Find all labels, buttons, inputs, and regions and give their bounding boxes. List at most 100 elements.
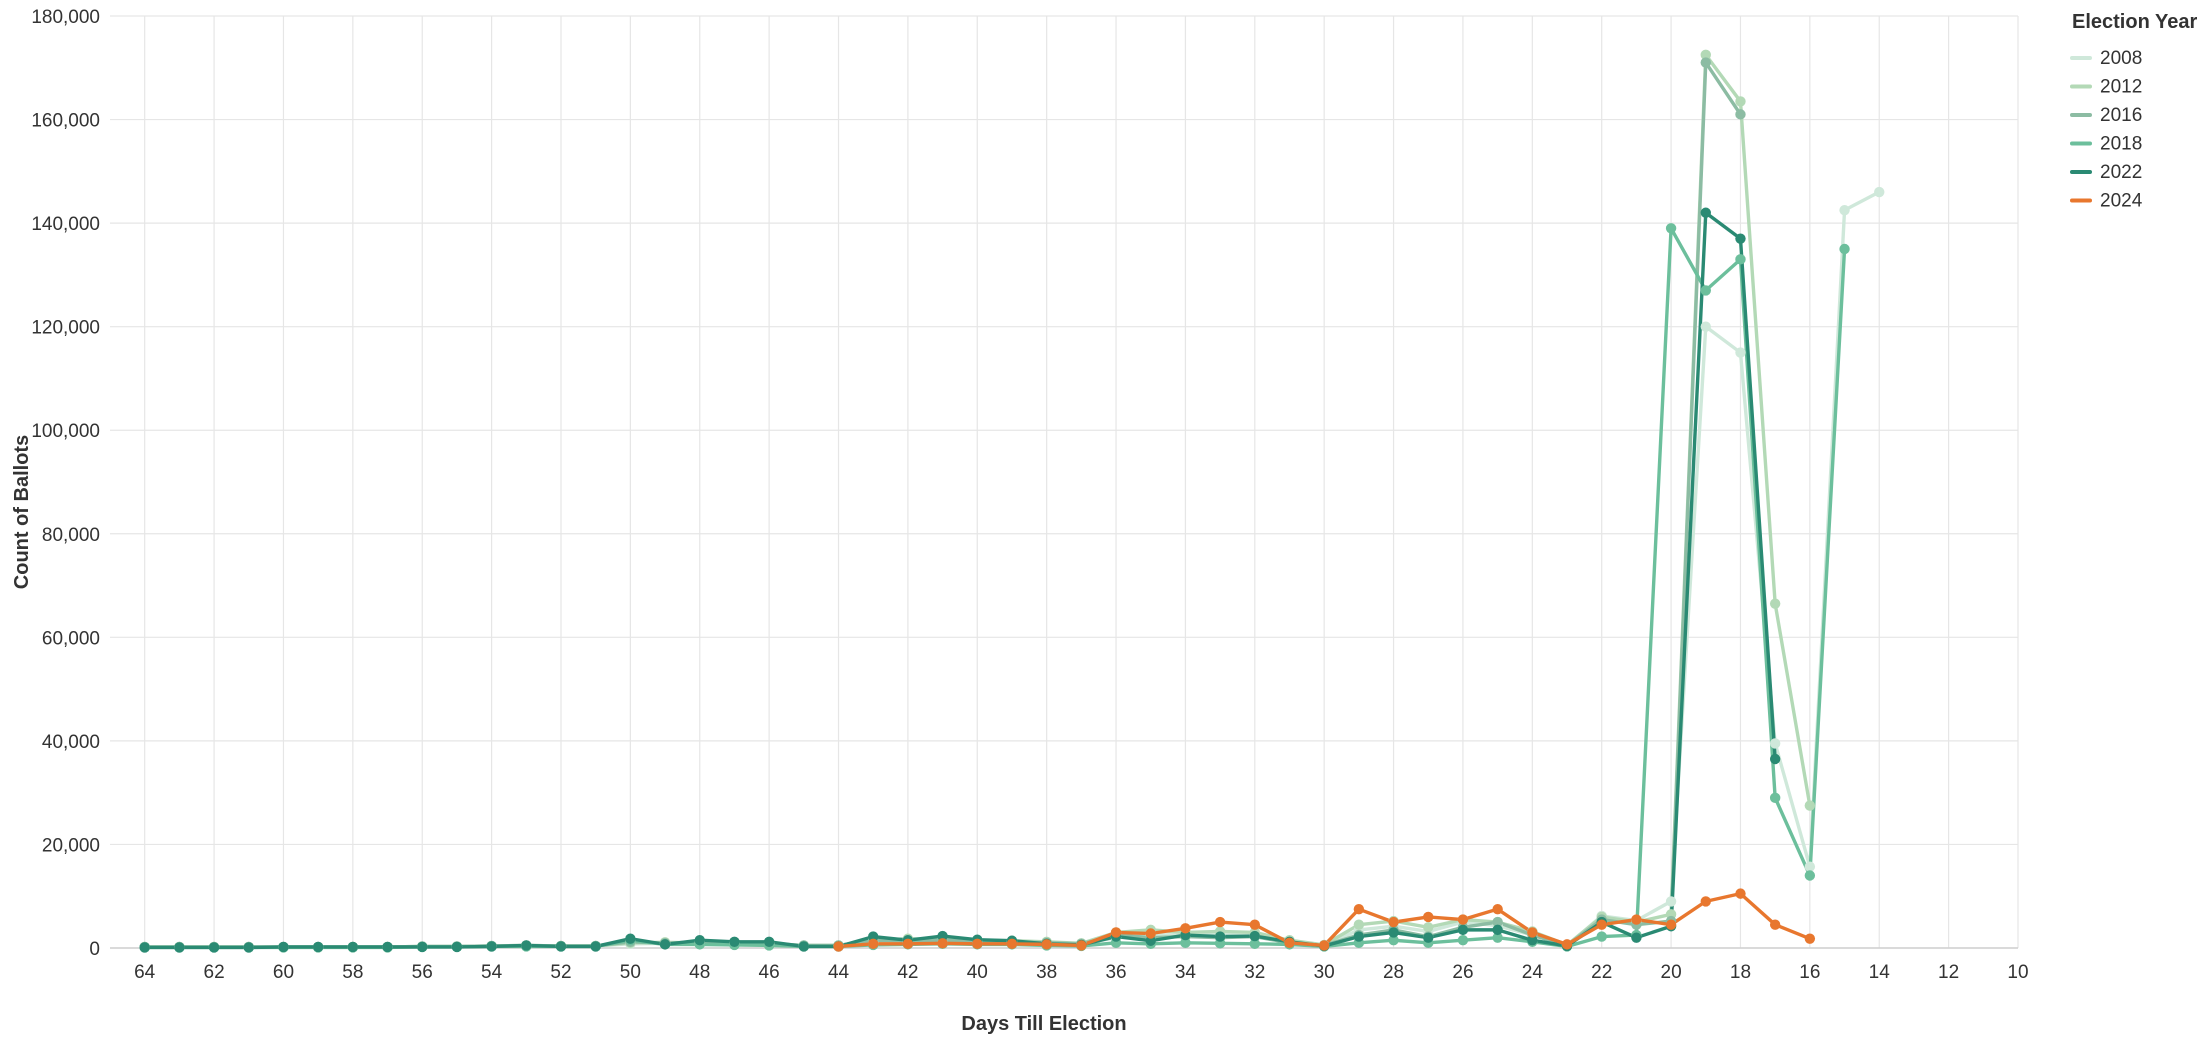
x-tick-label: 56 <box>412 962 433 983</box>
data-point-2022 <box>1423 932 1434 943</box>
data-point-2024 <box>1735 888 1746 899</box>
x-tick-label: 22 <box>1591 962 1612 983</box>
data-point-2012 <box>1353 919 1365 930</box>
series-line-2008 <box>142 190 1881 949</box>
data-point-2024 <box>972 938 983 950</box>
x-tick-label: 40 <box>967 962 988 983</box>
y-tick-label: 0 <box>89 939 100 960</box>
data-point-2022 <box>417 941 428 953</box>
data-point-2022 <box>382 941 393 953</box>
x-tick-label: 64 <box>134 962 156 983</box>
x-tick-label: 18 <box>1730 962 1751 983</box>
data-point-2022 <box>174 942 185 953</box>
x-tick-label: 46 <box>759 962 780 983</box>
data-point-2022 <box>798 941 810 952</box>
data-point-2018 <box>1665 223 1677 234</box>
data-point-2008 <box>1874 186 1885 198</box>
x-tick-label: 26 <box>1452 962 1473 983</box>
data-point-2016 <box>1735 109 1746 120</box>
x-tick-label: 12 <box>1938 962 1959 983</box>
data-point-2024 <box>1145 928 1156 939</box>
data-point-2024 <box>1041 939 1052 950</box>
data-point-2016 <box>1700 57 1711 68</box>
series-line-2022 <box>142 211 1777 950</box>
legend-label-2022: 2022 <box>2100 162 2142 183</box>
x-tick-label: 60 <box>273 962 294 983</box>
data-point-2022 <box>868 931 879 942</box>
data-point-2012 <box>1700 49 1711 61</box>
data-point-2024 <box>1665 919 1677 930</box>
data-point-2022 <box>243 942 254 953</box>
x-tick-label: 36 <box>1105 962 1126 983</box>
data-point-2024 <box>1110 927 1122 938</box>
legend-label-2016: 2016 <box>2100 105 2142 126</box>
x-axis-title: Days Till Election <box>961 1013 1126 1035</box>
data-point-2022 <box>694 935 705 946</box>
data-point-2012 <box>1735 96 1746 107</box>
x-tick-label: 38 <box>1036 962 1057 983</box>
data-point-2012 <box>1804 800 1816 811</box>
legend-title: Election Year <box>2072 11 2197 33</box>
data-point-2024 <box>1214 916 1226 928</box>
data-point-2024 <box>1284 937 1295 949</box>
data-point-2018 <box>1249 938 1261 950</box>
data-point-2024 <box>937 938 948 949</box>
data-point-2022 <box>1769 753 1781 765</box>
x-tick-label: 62 <box>204 962 225 983</box>
data-point-2024 <box>868 938 879 950</box>
data-point-2024 <box>1006 938 1018 950</box>
y-tick-label: 160,000 <box>31 111 100 132</box>
y-tick-label: 80,000 <box>42 525 100 546</box>
data-point-2012 <box>1423 922 1434 933</box>
data-point-2008 <box>1665 896 1677 907</box>
data-point-2022 <box>486 941 497 952</box>
legend: Election Year 2008 2012 2016 2018 2022 2024 <box>2070 11 2197 212</box>
data-point-2024 <box>1076 940 1087 951</box>
series-points <box>139 49 1885 953</box>
x-tick-label: 54 <box>481 962 503 983</box>
data-point-2024 <box>833 941 844 952</box>
data-point-2022 <box>1214 931 1226 942</box>
data-point-2016 <box>1492 916 1503 928</box>
series-lines <box>142 53 1881 950</box>
x-tick-label: 30 <box>1314 962 1335 983</box>
data-point-2018 <box>1839 243 1850 255</box>
data-point-2024 <box>1561 939 1573 950</box>
data-point-2022 <box>1631 932 1642 943</box>
data-point-2018 <box>1804 870 1816 881</box>
data-point-2024 <box>1457 914 1469 925</box>
data-point-2022 <box>521 940 532 951</box>
data-point-2018 <box>1492 932 1503 943</box>
data-point-2018 <box>1388 935 1399 946</box>
data-point-2022 <box>590 941 601 952</box>
x-tick-label: 28 <box>1383 962 1404 983</box>
data-point-2022 <box>555 941 567 952</box>
data-point-2024 <box>1700 896 1711 907</box>
data-point-2022 <box>139 942 150 953</box>
data-point-2008 <box>1839 204 1850 216</box>
data-point-2022 <box>1700 207 1711 218</box>
data-point-2022 <box>1388 927 1399 938</box>
data-point-2024 <box>1804 933 1816 944</box>
data-point-2008 <box>1700 321 1711 332</box>
data-point-2012 <box>1769 598 1781 609</box>
series-line-2018 <box>142 226 1847 950</box>
x-tick-label: 42 <box>897 962 918 983</box>
data-point-2024 <box>1388 916 1399 928</box>
data-point-2018 <box>1700 285 1711 296</box>
data-point-2018 <box>1596 931 1607 942</box>
x-tick-label: 48 <box>689 962 710 983</box>
data-point-2024 <box>1318 940 1330 951</box>
data-point-2022 <box>208 942 220 953</box>
data-point-2024 <box>1596 919 1607 930</box>
data-point-2022 <box>1353 931 1365 942</box>
data-point-2022 <box>625 933 636 944</box>
data-point-2024 <box>1249 919 1261 930</box>
data-point-2024 <box>1492 903 1503 915</box>
x-tick-label: 50 <box>620 962 641 983</box>
y-tick-label: 40,000 <box>42 732 100 753</box>
data-point-2024 <box>1353 903 1365 915</box>
y-axis-title: Count of Ballots <box>11 435 33 589</box>
axes: 64 62 60 58 56 54 52 50 48 46 44 42 40 38 36 34 32 30 28 26… <box>31 7 2028 983</box>
